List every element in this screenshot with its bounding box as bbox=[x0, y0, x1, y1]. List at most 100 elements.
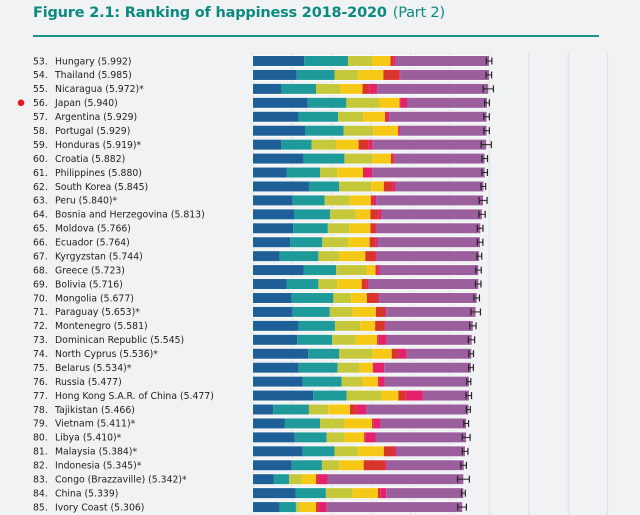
bar-segment bbox=[378, 334, 387, 345]
rank-label: 60. bbox=[33, 154, 48, 165]
bar-segment bbox=[253, 237, 291, 248]
country-label: Tajikistan (5.466) bbox=[54, 405, 135, 416]
bar-segment bbox=[253, 279, 287, 290]
bar-segment bbox=[372, 362, 374, 373]
bar-segment bbox=[326, 432, 345, 443]
bar-segment bbox=[368, 279, 479, 290]
bar-segment bbox=[292, 306, 330, 317]
bar-segment bbox=[394, 153, 485, 164]
bar-segment bbox=[334, 446, 359, 457]
bar-segment bbox=[377, 292, 380, 303]
bar-segment bbox=[390, 56, 394, 66]
country-label: Greece (5.723) bbox=[55, 265, 125, 276]
country-label: China (5.339) bbox=[55, 488, 118, 499]
bar-segment bbox=[348, 237, 370, 248]
bar-segment bbox=[352, 488, 378, 499]
bar-segment bbox=[362, 376, 378, 387]
bar-segment bbox=[273, 474, 290, 485]
chart-subtitle: (Part 2) bbox=[392, 5, 445, 21]
bar-segment bbox=[253, 306, 293, 317]
bar-segment bbox=[361, 279, 367, 290]
bar-segment bbox=[371, 418, 374, 429]
rank-label: 75. bbox=[33, 363, 48, 374]
country-label: Thailand (5.985) bbox=[54, 70, 132, 81]
rank-label: 72. bbox=[33, 321, 48, 332]
bar-segment bbox=[289, 474, 302, 485]
bar-segment bbox=[352, 306, 376, 317]
bar-segment bbox=[375, 223, 377, 234]
bar-segment bbox=[338, 251, 366, 262]
bar-segment bbox=[380, 418, 467, 429]
country-label: Congo (Brazzaville) (5.342)* bbox=[55, 475, 187, 486]
bar-segment bbox=[325, 488, 353, 499]
bar-segment bbox=[338, 111, 364, 122]
bar-segment bbox=[253, 474, 274, 485]
bar-segment bbox=[385, 460, 387, 471]
bar-segment bbox=[375, 265, 378, 276]
bar-segment bbox=[253, 181, 309, 192]
bar-segment bbox=[253, 320, 299, 331]
bar-segment bbox=[346, 97, 380, 108]
bar-segment bbox=[366, 404, 469, 415]
bar-segment bbox=[346, 390, 382, 401]
bar-segment bbox=[329, 306, 353, 317]
bar-segment bbox=[337, 362, 360, 373]
rank-label: 68. bbox=[33, 265, 48, 276]
bar-segment bbox=[253, 376, 303, 387]
bar-segment bbox=[373, 195, 377, 206]
bar-segment bbox=[337, 279, 362, 290]
bar-segment bbox=[318, 474, 328, 485]
bar-segment bbox=[386, 460, 464, 471]
bar-segment bbox=[253, 69, 297, 80]
bar-segment bbox=[290, 237, 323, 248]
bar-segment bbox=[253, 390, 314, 401]
chart-title-text: Figure 2.1: Ranking of happiness 2018-20… bbox=[33, 5, 387, 21]
country-label: Dominican Republic (5.545) bbox=[55, 335, 184, 346]
rank-label: 73. bbox=[33, 335, 48, 346]
bar-segment bbox=[369, 83, 378, 94]
rank-label: 53. bbox=[33, 56, 48, 67]
bar-segment bbox=[295, 488, 326, 499]
bar-segment bbox=[339, 348, 373, 359]
bar-segment bbox=[293, 209, 331, 220]
country-label: Ecuador (5.764) bbox=[55, 238, 130, 249]
bar-segment bbox=[377, 265, 380, 276]
bar-segment bbox=[379, 376, 385, 387]
country-label: Nicaragua (5.972)* bbox=[55, 84, 144, 95]
bar-segment bbox=[384, 320, 386, 331]
bar-segment bbox=[286, 279, 319, 290]
bar-segment bbox=[253, 432, 295, 443]
rank-label: 64. bbox=[33, 210, 48, 221]
bar-segment bbox=[381, 390, 399, 401]
bar-segment bbox=[327, 223, 350, 234]
rank-label: 55. bbox=[33, 84, 48, 95]
bar-segment bbox=[365, 251, 376, 262]
bar-segment bbox=[369, 237, 376, 248]
highlight-marker bbox=[17, 99, 25, 107]
bar-segment bbox=[336, 139, 359, 150]
bar-segment bbox=[253, 83, 281, 94]
bar-segment bbox=[366, 279, 369, 290]
bar-segment bbox=[377, 376, 380, 387]
bar-segment bbox=[358, 69, 384, 80]
country-label: Bolivia (5.716) bbox=[55, 279, 123, 290]
bar-segment bbox=[302, 376, 342, 387]
bar-segment bbox=[316, 474, 319, 485]
bar-segment bbox=[376, 195, 484, 206]
country-label: Russia (5.477) bbox=[55, 377, 122, 388]
rank-label: 59. bbox=[33, 140, 48, 151]
bar-segment bbox=[253, 348, 309, 359]
bar-segment bbox=[375, 320, 385, 331]
rank-label: 71. bbox=[33, 307, 48, 318]
bar-segment bbox=[375, 237, 378, 248]
bar-segment bbox=[279, 502, 296, 513]
bar-segment bbox=[355, 209, 371, 220]
rank-label: 63. bbox=[33, 196, 48, 207]
bar-segment bbox=[336, 265, 367, 276]
rank-label: 80. bbox=[33, 433, 48, 444]
bar-segment bbox=[394, 446, 397, 457]
bar-segment bbox=[396, 446, 465, 457]
bar-segment bbox=[407, 97, 488, 108]
bar-segment bbox=[253, 195, 293, 206]
bar-segment bbox=[316, 502, 319, 513]
